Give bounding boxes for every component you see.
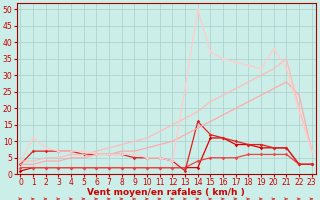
X-axis label: Vent moyen/en rafales ( km/h ): Vent moyen/en rafales ( km/h ) [87,188,245,197]
